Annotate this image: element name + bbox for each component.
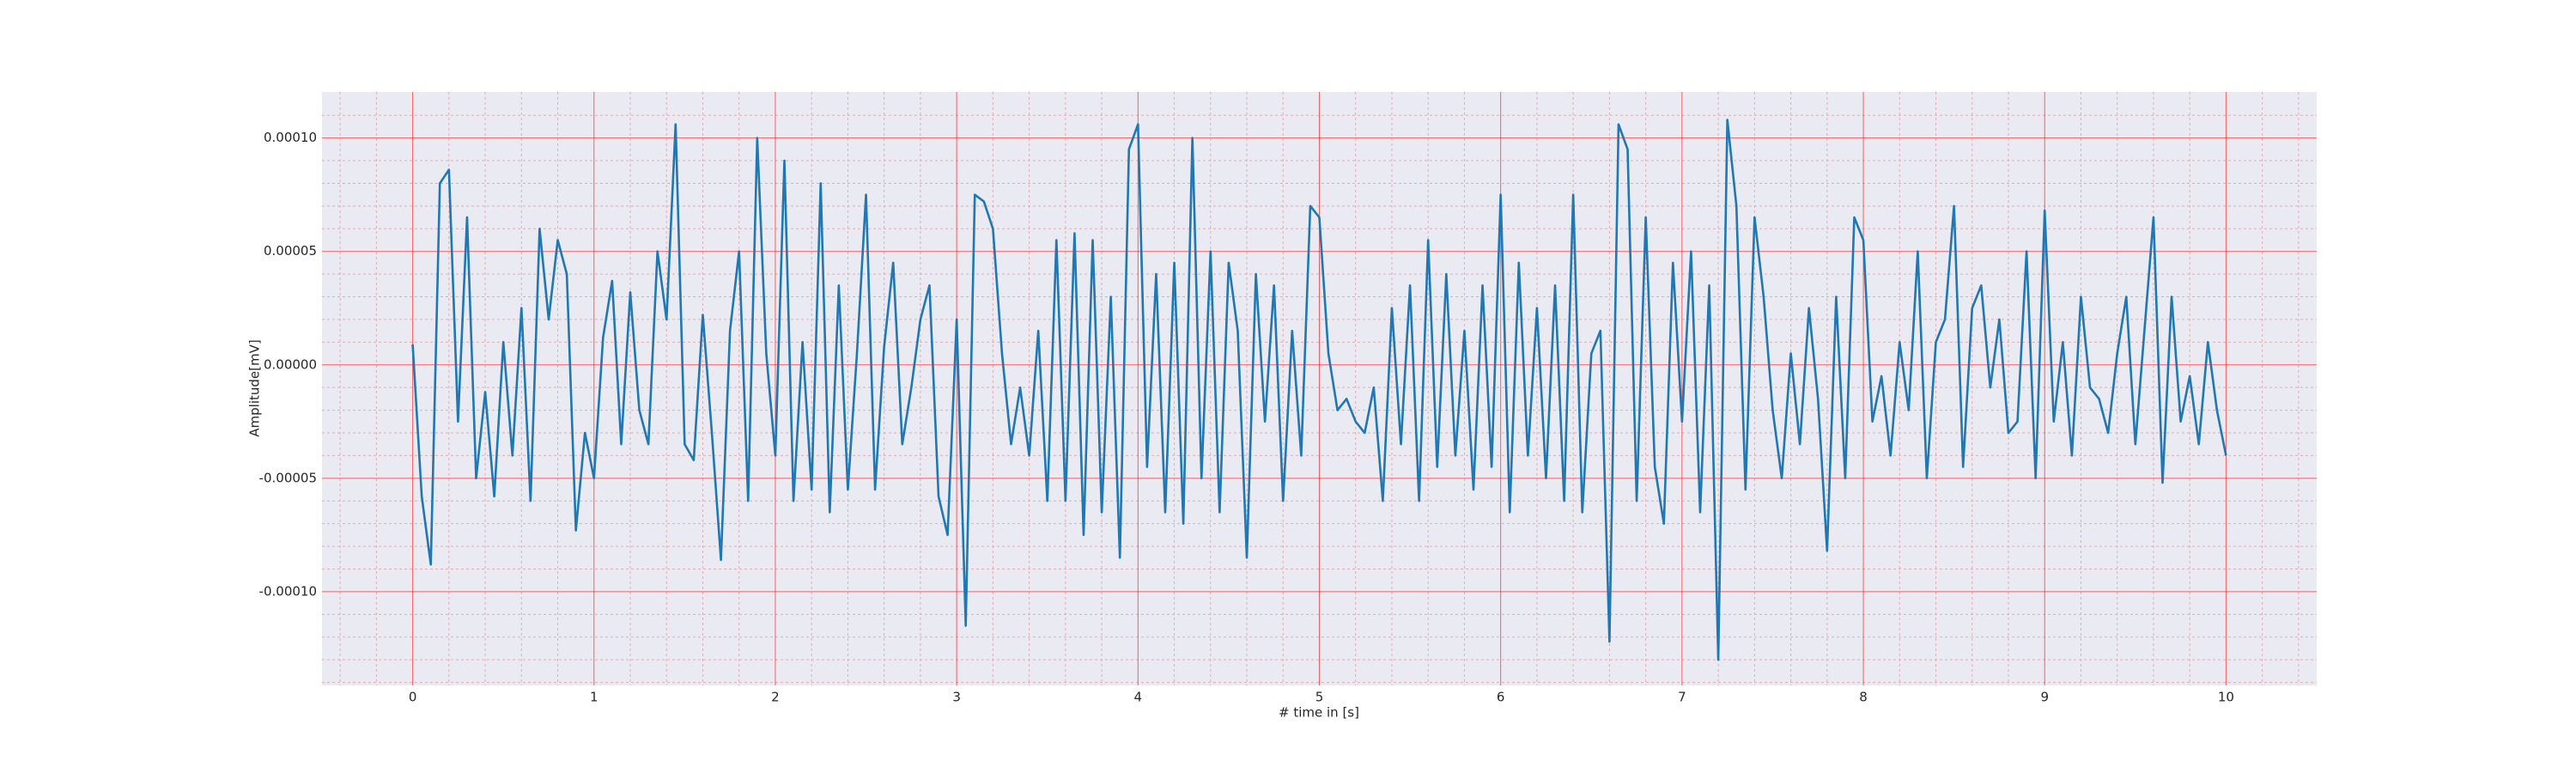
x-tick-label: 5: [1315, 690, 1324, 705]
y-tick-label: -0.00005: [259, 470, 317, 485]
y-tick-label: -0.00010: [259, 583, 317, 599]
x-tick-label: 8: [1859, 690, 1868, 705]
x-tick-label: 2: [771, 690, 780, 705]
y-tick-label: 0.00010: [264, 130, 317, 145]
x-tick-label: 4: [1134, 690, 1143, 705]
x-tick-label: 1: [590, 690, 598, 705]
x-axis-label: # time in [s]: [1279, 705, 1359, 721]
x-tick-label: 0: [409, 690, 417, 705]
y-tick-label: 0.00000: [264, 356, 317, 372]
x-tick-label: 9: [2040, 690, 2049, 705]
y-axis-label: Amplitude[mV]: [247, 339, 263, 436]
y-tick-label: 0.00005: [264, 243, 317, 259]
x-tick-label: 10: [2218, 690, 2234, 705]
x-tick-label: 7: [1678, 690, 1686, 705]
x-tick-label: 3: [952, 690, 961, 705]
signal-line: [411, 119, 2227, 661]
x-tick-label: 6: [1497, 690, 1505, 705]
